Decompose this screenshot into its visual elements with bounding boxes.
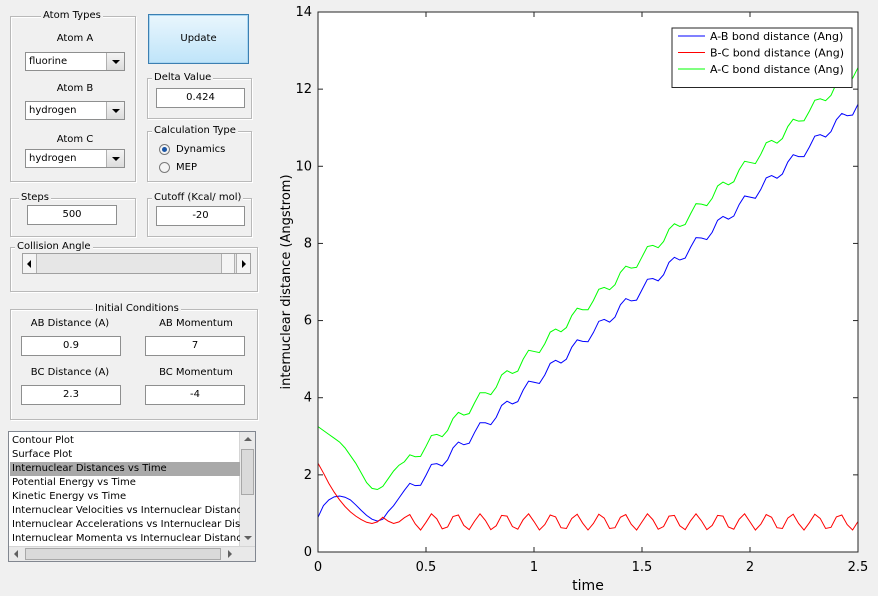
label: Atom B	[56, 83, 94, 94]
scroll-up[interactable]	[244, 437, 252, 441]
dropdown[interactable]: hydrogen	[25, 149, 125, 168]
y-tick-label: 0	[304, 545, 312, 560]
list-item[interactable]: Surface Plot	[12, 449, 73, 460]
legend-label: B-C bond distance (Ang)	[710, 47, 844, 60]
slider-left-arrow[interactable]	[23, 254, 37, 273]
y-tick-label: 2	[304, 468, 312, 483]
legend-label: A-B bond distance (Ang)	[710, 30, 843, 43]
y-tick-label: 8	[304, 236, 312, 251]
initial-conditions-panel: Initial Conditions	[10, 303, 258, 420]
list-item[interactable]: Internuclear Distances vs Time	[10, 462, 240, 476]
series-line	[317, 103, 859, 522]
bc-momentum-input[interactable]: -4	[145, 385, 245, 405]
dropdown-value: hydrogen	[29, 153, 77, 164]
label: AB Distance (A)	[30, 318, 110, 329]
list-item[interactable]: Kinetic Energy vs Time	[12, 491, 127, 502]
list-item[interactable]: Internuclear Momenta vs Internuclear Dis…	[12, 533, 240, 544]
ab-momentum-input[interactable]: 7	[145, 336, 245, 356]
panel-title: Cutoff (Kcal/ mol)	[152, 192, 244, 204]
scroll-thumb[interactable]	[25, 548, 221, 560]
y-tick-label: 4	[304, 391, 312, 406]
radio-dot	[159, 144, 170, 155]
plot-area	[318, 12, 858, 552]
label: BC Distance (A)	[30, 367, 110, 378]
radio-dot	[159, 162, 170, 173]
plot-listbox[interactable]: Contour Plot Surface Plot Internuclear Dis…	[8, 431, 256, 562]
panel-title: Delta Value	[152, 72, 214, 84]
vertical-scrollbar[interactable]	[239, 432, 255, 546]
label: AB Momentum	[159, 318, 233, 329]
x-tick-label: 0	[314, 560, 322, 575]
chart: time internuclear distance (Angstrom) 0 2…	[279, 5, 869, 594]
ab-distance-input[interactable]: 0.9	[21, 336, 121, 356]
scroll-left[interactable]	[14, 550, 18, 558]
x-tick-label: 1.5	[632, 560, 653, 575]
dropdown[interactable]: hydrogen	[25, 101, 125, 120]
delta-panel: Delta Value	[147, 72, 252, 119]
y-tick-label: 10	[295, 159, 312, 174]
steps-input[interactable]: 500	[27, 205, 117, 225]
series-line	[317, 463, 859, 531]
dropdown-arrow	[106, 53, 124, 70]
legend-label: A-C bond distance (Ang)	[710, 63, 844, 76]
label: BC Momentum	[159, 367, 233, 378]
calculation-type-panel: Calculation Type	[147, 125, 252, 182]
scroll-thumb[interactable]	[241, 449, 254, 495]
x-tick-label: 2.5	[848, 560, 869, 575]
radio-option[interactable]: Dynamics	[159, 143, 225, 157]
radio-option[interactable]: MEP	[159, 161, 197, 175]
list-item[interactable]: Internuclear Velocities vs Internuclear …	[12, 505, 240, 516]
panel-title: Initial Conditions	[93, 303, 181, 315]
delta-input[interactable]: 0.424	[156, 88, 245, 108]
x-axis-label: time	[572, 578, 604, 594]
list-item[interactable]: Internuclear Accelerations vs Internucle…	[12, 519, 240, 530]
panel-title: Calculation Type	[152, 125, 238, 137]
legend-box	[671, 27, 853, 88]
list-item[interactable]: Contour Plot	[12, 435, 74, 446]
axes-box	[317, 11, 859, 553]
series-line	[317, 67, 859, 491]
bc-distance-input[interactable]: 2.3	[21, 385, 121, 405]
radio-label: Dynamics	[176, 144, 226, 155]
y-axis-label: internuclear distance (Angstrom)	[279, 174, 294, 389]
x-tick-label: 1	[530, 560, 538, 575]
y-tick-label: 6	[304, 314, 312, 329]
x-tick-label: 0.5	[416, 560, 437, 575]
cutoff-input[interactable]: -20	[156, 206, 245, 226]
horizontal-scrollbar[interactable]	[9, 546, 255, 561]
scroll-right[interactable]	[228, 550, 232, 558]
label: Atom C	[56, 134, 94, 145]
dropdown-value: fluorine	[29, 56, 68, 67]
panel-title: Steps	[19, 192, 51, 204]
y-tick-label: 12	[295, 82, 312, 97]
y-tick-label: 14	[295, 5, 312, 20]
collision-angle-panel: Collision Angle	[10, 241, 258, 292]
angle-slider[interactable]	[22, 253, 251, 274]
dropdown[interactable]: fluorine	[25, 52, 125, 71]
update-button[interactable]: Update	[148, 14, 249, 64]
cutoff-panel: Cutoff (Kcal/ mol)	[147, 192, 252, 237]
panel-title: Collision Angle	[15, 241, 93, 253]
panel-title: Atom Types	[41, 10, 103, 22]
label: Atom A	[56, 33, 94, 44]
radio-label: MEP	[176, 162, 197, 173]
dropdown-arrow	[106, 102, 124, 119]
scroll-down[interactable]	[244, 536, 252, 540]
dropdown-value: hydrogen	[29, 105, 77, 116]
steps-panel: Steps	[10, 192, 136, 237]
atom-types-panel: Atom Types	[10, 10, 136, 182]
dropdown-arrow	[106, 150, 124, 167]
slider-right-arrow[interactable]	[236, 254, 250, 273]
x-tick-label: 2	[746, 560, 754, 575]
list-item[interactable]: Potential Energy vs Time	[12, 477, 136, 488]
slider-thumb[interactable]	[221, 254, 235, 273]
